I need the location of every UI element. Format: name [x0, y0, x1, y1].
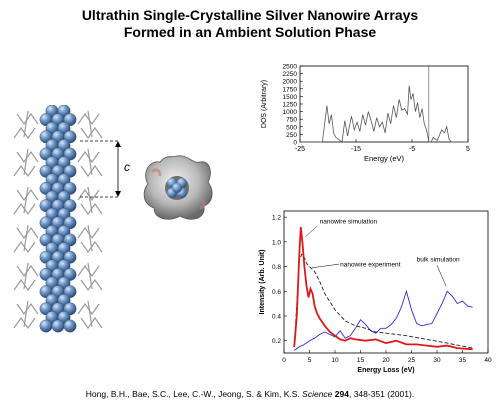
dos-y-tick-label: 500	[286, 124, 297, 131]
annotation-nanowire-experiment: nanowire experiment	[340, 262, 401, 269]
eels-y-tick-label: 0.8	[272, 264, 281, 271]
eels-series-dashed-black	[293, 253, 473, 349]
dos-y-tick-label: 2250	[283, 71, 298, 78]
dos-x-tick-label: -15	[351, 146, 361, 153]
eels-x-tick-label: 20	[382, 357, 390, 364]
eels-x-tick-label: 5	[308, 357, 312, 364]
silver-atom	[63, 319, 77, 333]
eels-series-solid-red	[293, 227, 473, 351]
annotation-nanowire-simulation: nanowire simulation	[320, 218, 378, 225]
citation-authors: Hong, B.H., Bae, S.C., Lee, C.-W., Jeong…	[85, 389, 303, 399]
silver-nanowire-column	[39, 105, 77, 333]
eels-x-tick-label: 40	[484, 357, 492, 364]
dos-y-tick-label: 250	[286, 132, 297, 139]
eels-y-axis-label: Intensity (Arb. Unit)	[259, 250, 266, 315]
capping-molecules-left	[13, 110, 39, 330]
eels-y-tick-label: 0.4	[272, 313, 281, 320]
dos-x-tick-label: -5	[409, 146, 415, 153]
citation: Hong, B.H., Bae, S.C., Lee, C.-W., Jeong…	[0, 389, 500, 399]
dos-y-tick-label: 750	[286, 117, 297, 124]
eels-y-tick-label: 0.6	[272, 289, 281, 296]
dos-y-tick-label: 2500	[283, 64, 298, 71]
eels-x-tick-label: 0	[282, 357, 286, 364]
eels-y-tick-label: 1.0	[272, 239, 281, 246]
dos-y-tick-label: 0	[293, 140, 297, 147]
nanowire-array-illustration: c	[13, 105, 130, 333]
eels-x-tick-label: 15	[357, 357, 365, 364]
citation-volume: 294	[332, 389, 349, 399]
dos-y-tick-label: 1500	[283, 94, 298, 101]
dos-y-tick-label: 1250	[283, 102, 298, 109]
eels-x-axis-label: Energy Loss (eV)	[357, 367, 414, 374]
citation-journal: Science	[302, 389, 333, 399]
citation-pages: , 348-351 (2001).	[348, 389, 415, 399]
dos-x-axis-label: Energy (eV)	[364, 154, 405, 163]
dos-y-tick-label: 2000	[283, 79, 298, 86]
dos-curve	[300, 85, 468, 143]
eels-x-tick-label: 10	[331, 357, 339, 364]
eels-chart: 0.2 0.4 0.6 0.8 1.0 1.2 0 5 10 15 20 25 30 35 40 nanowi…	[259, 210, 492, 374]
nanowire-cross-section	[143, 155, 213, 220]
title-line-2: Formed in an Ambient Solution Phase	[123, 24, 377, 40]
eels-plot-frame	[283, 210, 489, 354]
eels-y-tick-label: 1.2	[272, 215, 281, 222]
eels-x-tick-label: 35	[459, 357, 467, 364]
lattice-parameter-label: c	[124, 160, 130, 174]
dos-x-tick-label: 5	[466, 146, 470, 153]
eels-series-solid-blue	[293, 289, 473, 351]
title-line-1: Ultrathin Single-Crystalline Silver Nano…	[81, 7, 419, 23]
eels-y-tick-label: 0.2	[272, 338, 281, 345]
dos-y-tick-label: 1000	[283, 109, 298, 116]
eels-x-tick-label: 25	[408, 357, 416, 364]
eels-x-tick-label: 30	[433, 357, 441, 364]
silver-atom	[39, 319, 53, 333]
dos-x-tick-label: -25	[295, 146, 305, 153]
dos-y-axis-label: DOS (Arbitrary)	[261, 80, 268, 128]
capping-molecules-right	[77, 110, 103, 330]
silver-atom	[51, 319, 65, 333]
dos-y-tick-label: 1750	[283, 86, 298, 93]
annotation-bulk-simulation: bulk simulation	[417, 257, 460, 264]
